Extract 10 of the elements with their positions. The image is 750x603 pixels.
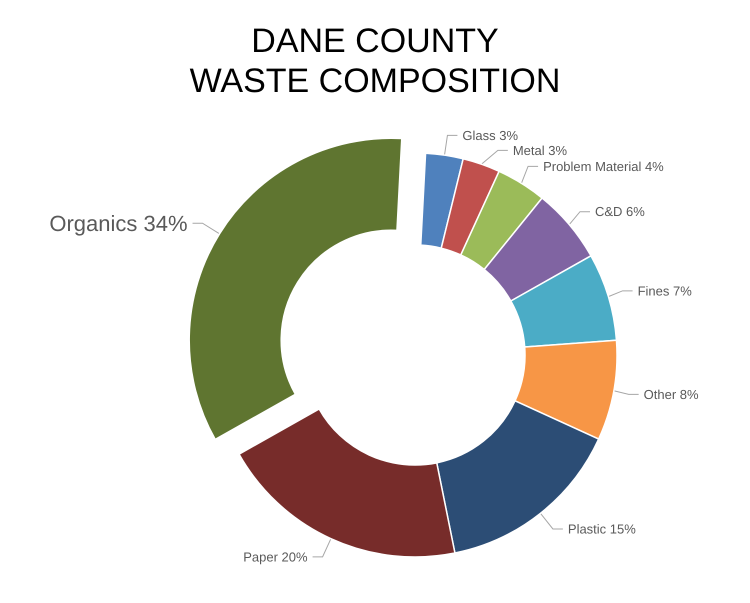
slice-label: Glass 3%: [462, 128, 518, 143]
slice-label: Organics 34%: [49, 210, 188, 236]
slice-label: Paper 20%: [243, 549, 308, 564]
slice-label: Fines 7%: [638, 283, 692, 298]
slice-label: Problem Material 4%: [543, 158, 664, 174]
slice-label: Other 8%: [644, 386, 700, 402]
slice-label: C&D 6%: [595, 204, 646, 220]
slice-label: Metal 3%: [512, 142, 568, 158]
slice-label: Plastic 15%: [568, 521, 636, 536]
chart-title: DANE COUNTY WASTE COMPOSITION: [190, 22, 560, 100]
